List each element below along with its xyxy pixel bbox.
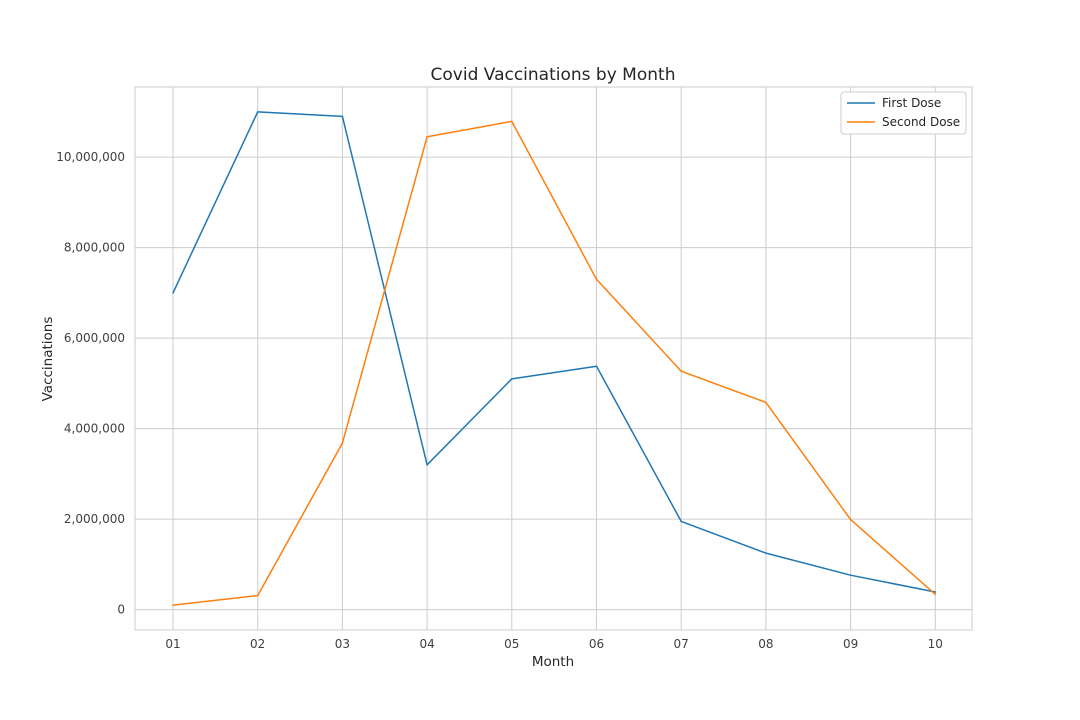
y-tick-label: 6,000,000: [64, 331, 125, 345]
data-point-first-dose: [426, 464, 428, 466]
x-tick-label: 09: [843, 637, 858, 651]
grid-lines: [135, 87, 972, 630]
data-point-first-dose: [934, 591, 937, 593]
data-point-first-dose: [511, 378, 513, 380]
y-tick-label: 8,000,000: [64, 241, 125, 255]
data-point-second-dose: [341, 442, 344, 444]
legend-label-first-dose: First Dose: [882, 96, 941, 110]
series-line-second-dose: [172, 120, 936, 606]
plot-frame: [134, 86, 973, 631]
y-axis-ticks: 0 2,000,000 4,000,000 6,000,000 8,000,000 10,…: [56, 150, 125, 617]
data-point-second-dose: [680, 370, 682, 372]
data-point-second-dose: [849, 518, 852, 521]
x-tick-label: 07: [674, 637, 689, 651]
x-tick-label: 05: [504, 637, 519, 651]
data-point-second-dose: [256, 594, 259, 597]
y-tick-label: 0: [117, 603, 125, 617]
x-tick-label: 10: [928, 637, 943, 651]
x-tick-label: 01: [165, 637, 180, 651]
data-point-first-dose: [256, 111, 259, 113]
x-tick-label: 02: [250, 637, 265, 651]
chart-title: Covid Vaccinations by Month: [431, 65, 676, 85]
series-lines: [172, 111, 937, 606]
data-point-first-dose: [680, 520, 682, 523]
legend: First Dose Second Dose: [840, 91, 967, 135]
data-point-second-dose: [595, 278, 598, 281]
x-tick-label: 08: [758, 637, 773, 651]
x-tick-label: 06: [589, 637, 604, 651]
x-axis-ticks: 01 02 03 04 05 06 07 08 09 10: [165, 637, 943, 651]
y-tick-label: 2,000,000: [64, 512, 125, 526]
data-point-second-dose: [511, 120, 513, 123]
data-point-first-dose: [849, 574, 852, 577]
data-point-second-dose: [426, 135, 428, 138]
y-axis-label: Vaccinations: [40, 317, 56, 402]
x-tick-label: 03: [335, 637, 350, 651]
data-point-second-dose: [765, 401, 767, 404]
data-point-first-dose: [172, 292, 174, 294]
series-line-first-dose: [172, 111, 936, 593]
data-point-first-dose: [341, 115, 344, 118]
y-tick-label: 10,000,000: [56, 150, 125, 164]
data-point-second-dose: [934, 593, 937, 596]
data-point-first-dose: [765, 552, 767, 554]
x-tick-label: 04: [419, 637, 434, 651]
data-point-first-dose: [595, 365, 598, 367]
data-point-second-dose: [172, 604, 174, 606]
y-tick-label: 4,000,000: [64, 422, 125, 436]
x-axis-label: Month: [532, 654, 574, 670]
legend-label-second-dose: Second Dose: [882, 115, 960, 129]
